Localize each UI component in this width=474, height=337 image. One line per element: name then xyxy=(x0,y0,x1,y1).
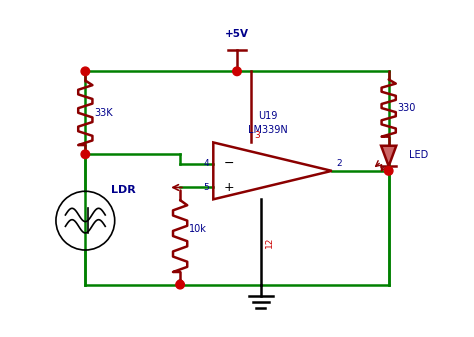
Circle shape xyxy=(81,67,90,75)
Text: LM339N: LM339N xyxy=(248,125,288,135)
Text: U19: U19 xyxy=(258,111,277,121)
Text: 3: 3 xyxy=(255,131,260,140)
Polygon shape xyxy=(381,146,396,166)
Text: −: − xyxy=(224,157,234,170)
Text: 5: 5 xyxy=(204,183,210,192)
Text: 33K: 33K xyxy=(94,108,112,118)
Text: 4: 4 xyxy=(204,159,210,168)
Text: 2: 2 xyxy=(337,159,342,168)
Text: 12: 12 xyxy=(265,236,274,248)
Text: +: + xyxy=(224,181,234,194)
Circle shape xyxy=(81,150,90,158)
Circle shape xyxy=(384,166,393,175)
Text: 330: 330 xyxy=(397,103,416,113)
Text: LED: LED xyxy=(409,150,428,160)
Text: +5V: +5V xyxy=(225,29,249,39)
Text: LDR: LDR xyxy=(111,185,136,194)
Circle shape xyxy=(176,280,184,289)
Text: 10k: 10k xyxy=(189,224,207,234)
Circle shape xyxy=(233,67,241,75)
